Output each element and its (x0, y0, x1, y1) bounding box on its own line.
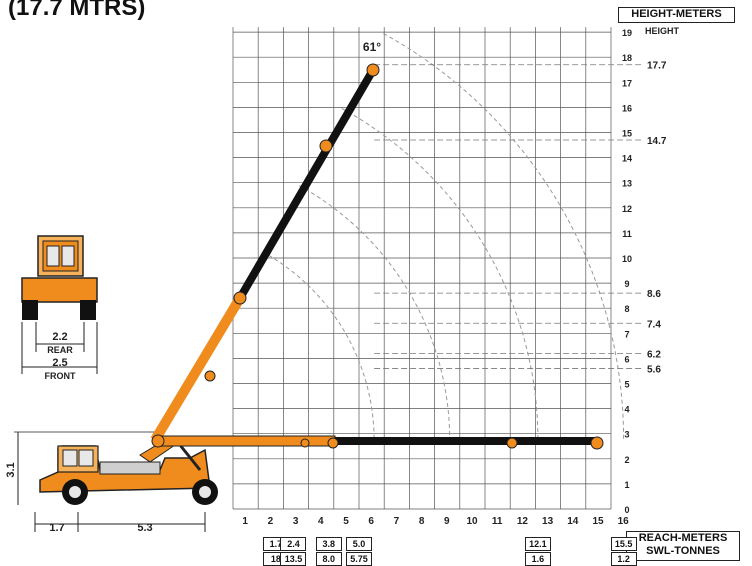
height-marker-label: 14.7 (647, 136, 667, 147)
y-tick-label: 8 (624, 304, 629, 314)
y-tick-label: 6 (624, 354, 629, 364)
height-marker-label: 5.6 (647, 364, 661, 375)
rear-width-value: 2.2 (52, 331, 67, 343)
arc-inner (298, 185, 451, 442)
x-tick-label: 13 (542, 516, 554, 527)
x-tick-label: 1 (242, 516, 248, 527)
load-table-swl-cell: 8.0 (315, 552, 342, 566)
load-table-reach-cell: 3.8 (315, 537, 342, 551)
y-tick-label: 3 (624, 430, 629, 440)
y-tick-label: 5 (624, 380, 629, 390)
wheelbase-value: 5.3 (137, 522, 152, 534)
x-tick-label: 12 (517, 516, 529, 527)
height-axis-label: HEIGHT (645, 26, 680, 36)
grid (232, 27, 612, 510)
front-width-value: 2.5 (52, 357, 67, 369)
load-table-reach-cell: 5.0 (346, 537, 372, 551)
load-table-swl-cell: 1.2 (610, 552, 637, 566)
y-tick-label: 11 (622, 229, 632, 239)
y-tick-label: 7 (624, 329, 629, 339)
boom-angle-label: 61° (363, 40, 381, 54)
y-tick-label: 0 (624, 505, 629, 515)
height-marker-label: 8.6 (647, 289, 661, 300)
carrier-dimensions: 3.1 1.7 5.3 (5, 431, 206, 534)
x-tick-label: 6 (368, 516, 374, 527)
working-range-arcs (262, 33, 625, 442)
reach-swl-box: REACH-METERS SWL-TONNES (626, 531, 740, 561)
load-table-reach-cell: 12.1 (524, 537, 551, 551)
y-tick-label: 2 (624, 455, 629, 465)
x-tick-label: 16 (618, 516, 630, 527)
load-table-reach-cell: 15.5 (610, 537, 637, 551)
y-tick-label: 10 (622, 254, 632, 264)
rear-overhang-value: 1.7 (49, 522, 64, 534)
crane-carrier (39, 439, 218, 505)
load-table-reach-cell: 2.4 (280, 537, 307, 551)
boom-horizontal (151, 434, 604, 450)
height-meters-box: HEIGHT-METERS (618, 7, 735, 23)
load-table-swl-cell: 5.75 (346, 552, 372, 566)
y-tick-label: 12 (622, 204, 632, 214)
y-tick-label: 4 (624, 405, 629, 415)
boom-raised (150, 63, 380, 443)
page-title: (17.7 MTRS) (8, 0, 146, 21)
rear-label: REAR (47, 345, 73, 355)
y-tick-label: 1 (624, 480, 629, 490)
y-tick-label: 13 (622, 179, 632, 189)
arc-small (262, 251, 375, 442)
front-label: FRONT (45, 371, 76, 381)
x-tick-label: 3 (293, 516, 299, 527)
x-tick-label: 7 (394, 516, 400, 527)
x-tick-label: 14 (567, 516, 579, 527)
height-markers: 17.7 14.7 8.6 7.4 6.2 5.6 (374, 61, 667, 375)
height-marker-label: 17.7 (647, 61, 667, 72)
y-tick-label: 16 (622, 103, 632, 113)
x-axis-ticks: 1 2 3 4 5 6 7 8 9 10 11 12 13 14 15 16 (242, 516, 629, 527)
x-tick-label: 10 (466, 516, 478, 527)
x-tick-label: 15 (592, 516, 604, 527)
crane-front-view: 2.2 REAR 2.5 FRONT (21, 235, 98, 381)
x-tick-label: 4 (318, 516, 324, 527)
load-table-swl-cell: 1.6 (524, 552, 551, 566)
reach-meters-label: REACH-METERS (638, 532, 728, 544)
height-marker-label: 7.4 (647, 319, 661, 330)
x-tick-label: 11 (492, 516, 503, 527)
carrier-height-value: 3.1 (5, 462, 17, 477)
x-tick-label: 8 (419, 516, 425, 527)
load-table-swl-cell: 13.5 (280, 552, 307, 566)
y-tick-label: 14 (622, 154, 632, 164)
swl-tonnes-label: SWL-TONNES (646, 545, 720, 557)
x-tick-label: 5 (343, 516, 349, 527)
x-tick-label: 9 (444, 516, 450, 527)
y-tick-label: 18 (622, 53, 632, 63)
arc-outer (383, 33, 625, 442)
arc-mid (341, 107, 539, 442)
y-tick-label: 17 (622, 78, 632, 88)
y-tick-label: 15 (622, 129, 632, 139)
y-tick-label: 9 (624, 279, 629, 289)
x-tick-label: 2 (268, 516, 274, 527)
height-marker-label: 6.2 (647, 349, 661, 360)
y-tick-label: 19 (622, 28, 632, 38)
